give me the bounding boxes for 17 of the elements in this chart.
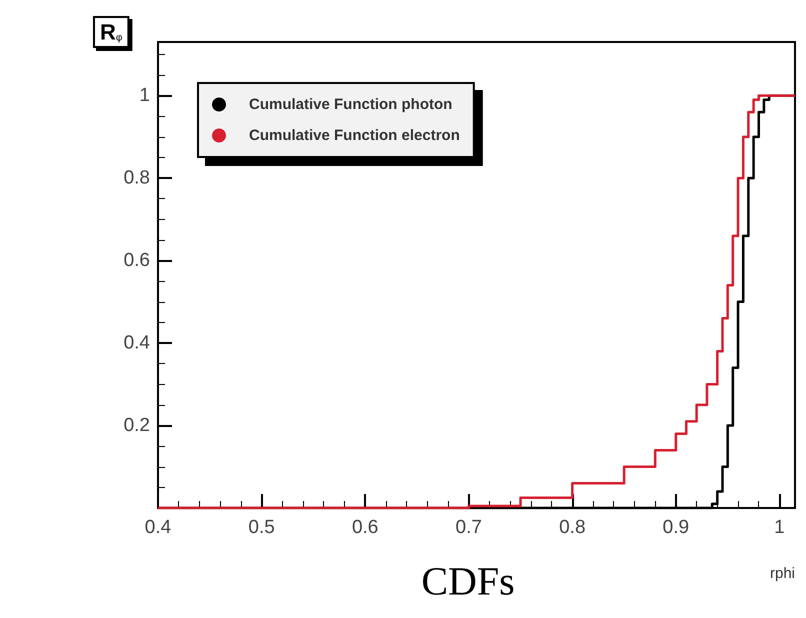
y-axis-title: Rφ xyxy=(100,20,123,44)
x-tick-label: 0.4 xyxy=(144,517,172,538)
y-tick-label: 1 xyxy=(139,85,150,106)
x-tick-label: 1 xyxy=(774,517,785,538)
y-tick-label: 0.8 xyxy=(124,168,150,189)
x-tick-label: 0.8 xyxy=(559,517,586,538)
y-tick-label: 0.4 xyxy=(124,332,150,354)
legend-label: Cumulative Function electron xyxy=(249,127,460,144)
text: CDFs xyxy=(421,558,515,604)
x-tick-label: 0.6 xyxy=(352,517,378,538)
legend-label: Cumulative Function photon xyxy=(249,96,452,113)
y-tick-label: 0.2 xyxy=(124,415,150,436)
x-tick-label: 0.5 xyxy=(248,517,275,538)
y-tick-label: 0.6 xyxy=(124,250,150,272)
x-axis-title: rphi xyxy=(770,565,795,582)
x-tick-label: 0.9 xyxy=(662,517,690,538)
x-tick-label: 0.7 xyxy=(456,517,482,538)
